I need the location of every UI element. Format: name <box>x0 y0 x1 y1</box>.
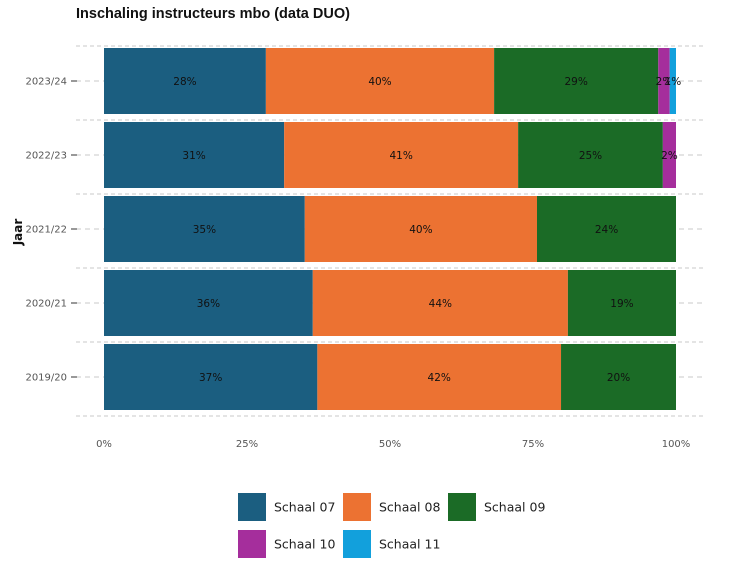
legend-swatch <box>238 530 266 558</box>
legend-label: Schaal 10 <box>274 537 335 552</box>
x-tick-labels: 0% 25% 50% 75% 100% <box>96 439 690 450</box>
bar-segment <box>104 344 318 410</box>
data-label: 31% <box>182 150 205 162</box>
bars: 28% 40% 29% 2%1%31% 41% 25% 2%35% 40% 24%36% 44% 1… <box>104 48 681 410</box>
bar-segment <box>561 344 676 410</box>
bar-segment <box>567 270 676 336</box>
y-tick-label: 2019/20 <box>25 373 67 384</box>
data-label: 40% <box>368 76 391 88</box>
data-label: 24% <box>595 224 618 236</box>
x-tick-label: 0% <box>96 439 112 450</box>
data-label: 40% <box>409 224 432 236</box>
legend-label: Schaal 09 <box>484 500 545 515</box>
bar-segment <box>494 48 659 114</box>
bar-segment <box>104 196 305 262</box>
bar-segment <box>104 270 313 336</box>
bar-segment <box>537 196 676 262</box>
bar-segment <box>304 196 538 262</box>
data-label: 2% <box>656 76 673 88</box>
data-label: 29% <box>565 76 588 88</box>
y-tick-label: 2022/23 <box>25 151 67 162</box>
bar-segment <box>669 48 676 114</box>
data-label: 42% <box>428 372 451 384</box>
y-tick-label: 2021/22 <box>25 225 67 236</box>
data-label: 35% <box>193 224 216 236</box>
chart-title: Inschaling instructeurs mbo (data DUO) <box>76 6 350 22</box>
y-axis-title: Jaar <box>11 219 25 247</box>
y-tick-label: 2023/24 <box>25 77 67 88</box>
bar-segment <box>312 270 568 336</box>
data-label: 19% <box>610 298 633 310</box>
legend: Schaal 07 Schaal 08 Schaal 09 Schaal 10 Scha… <box>238 493 545 558</box>
data-label: 37% <box>199 372 222 384</box>
bar-segment <box>265 48 495 114</box>
bar-segment <box>662 122 676 188</box>
y-tick-labels: 2023/24 2022/23 2021/22 2020/21 2019/20 <box>25 77 77 384</box>
legend-label: Schaal 11 <box>379 537 440 552</box>
bar-segment <box>284 122 519 188</box>
bar-segment <box>104 48 266 114</box>
bar-segment <box>658 48 670 114</box>
x-tick-label: 25% <box>236 439 258 450</box>
data-label: 44% <box>429 298 452 310</box>
data-label: 41% <box>389 150 412 162</box>
bar-segment <box>104 122 285 188</box>
x-tick-label: 100% <box>662 439 691 450</box>
legend-swatch <box>448 493 476 521</box>
legend-label: Schaal 08 <box>379 500 440 515</box>
legend-label: Schaal 07 <box>274 500 335 515</box>
bar-segment <box>518 122 663 188</box>
data-label: 1% <box>665 76 682 88</box>
data-label: 28% <box>173 76 196 88</box>
legend-swatch <box>343 530 371 558</box>
x-tick-label: 75% <box>522 439 544 450</box>
bar-segment <box>317 344 562 410</box>
y-tick-label: 2020/21 <box>25 299 67 310</box>
data-label: 25% <box>579 150 602 162</box>
data-label: 2% <box>661 150 678 162</box>
legend-swatch <box>343 493 371 521</box>
x-tick-label: 50% <box>379 439 401 450</box>
data-label: 36% <box>197 298 220 310</box>
legend-swatch <box>238 493 266 521</box>
data-label: 20% <box>607 372 630 384</box>
